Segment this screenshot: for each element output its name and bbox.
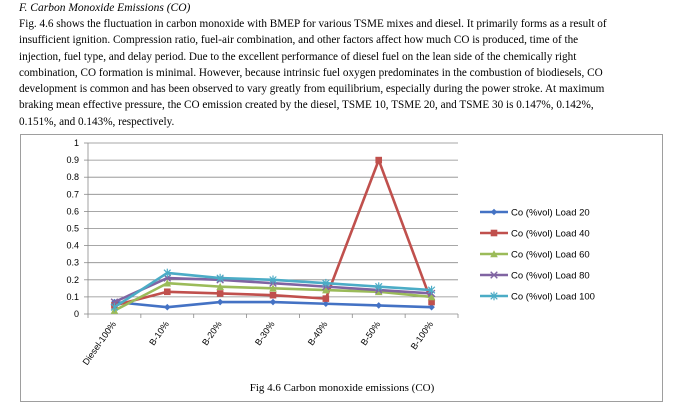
data-point <box>216 290 224 297</box>
data-point <box>163 279 172 287</box>
data-point <box>375 156 383 164</box>
series-lines <box>110 156 436 314</box>
paragraph-line: 0.151%, and 0.143%, respectively. <box>19 115 175 128</box>
y-tick-label: 0.3 <box>66 258 79 268</box>
legend-label: Co (%vol) Load 20 <box>511 208 590 219</box>
data-point <box>374 287 383 296</box>
data-point <box>163 288 171 296</box>
data-point <box>427 285 436 295</box>
series-3 <box>110 279 436 314</box>
data-point <box>163 268 172 278</box>
legend-entry: Co (%vol) Load 40 <box>480 229 590 240</box>
data-point <box>428 303 435 311</box>
chart-frame <box>20 134 663 402</box>
y-tick-label: 0.4 <box>66 241 79 251</box>
x-tick-label: B-20% <box>200 319 224 347</box>
x-tick-label: B-30% <box>253 319 277 347</box>
data-point <box>163 303 171 311</box>
legend-entry: Co (%vol) Load 60 <box>480 250 590 261</box>
y-tick-label: 0.6 <box>66 206 79 216</box>
y-tick-label: 0.2 <box>66 275 79 285</box>
series-2 <box>111 156 435 309</box>
x-tick-label: B-10% <box>147 319 171 347</box>
data-point <box>374 282 383 291</box>
paragraph-line: injection, fuel type, and delay period. … <box>19 50 577 63</box>
x-axis-ticks: Diesel-100% B-10% B-20% B-30% B-40% B-50% B-10… <box>81 319 436 367</box>
figure-caption: Fig 4.6 Carbon monoxide emissions (CO) <box>249 382 435 394</box>
data-point <box>490 250 498 258</box>
x-tick-label: Diesel-100% <box>81 319 118 367</box>
x-tick-label: B-50% <box>359 319 383 347</box>
y-tick-label: 1 <box>74 138 79 148</box>
y-tick-label: 0.7 <box>66 189 79 199</box>
paragraph-line: Fig. 4.6 shows the fluctuation in carbon… <box>19 18 607 30</box>
legend-entry: Co (%vol) Load 100 <box>480 292 595 303</box>
data-point <box>375 302 383 309</box>
data-point <box>428 298 435 306</box>
legend-label: Co (%vol) Load 80 <box>511 271 590 282</box>
data-point <box>216 282 224 290</box>
paragraph-line: development is common and has been obser… <box>19 83 605 96</box>
legend-entry: Co (%vol) Load 80 <box>480 271 590 282</box>
legend-label: Co (%vol) Load 60 <box>511 250 590 261</box>
data-point <box>490 208 498 216</box>
data-point <box>110 302 119 312</box>
paragraph-line: insufficient ignition. Compression ratio… <box>19 34 579 47</box>
y-tick-label: 0.1 <box>66 292 79 302</box>
data-point <box>216 273 224 283</box>
x-tick-label: B-100% <box>409 319 436 351</box>
paragraph-line: braking mean effective pressure, the CO … <box>19 99 594 112</box>
y-tick-label: 0 <box>74 309 79 319</box>
body-paragraph: Fig. 4.6 shows the fluctuation in carbon… <box>19 16 669 130</box>
data-point <box>322 295 330 302</box>
data-point <box>216 298 224 306</box>
y-tick-label: 0.8 <box>66 172 79 182</box>
data-point <box>490 271 498 279</box>
paragraph-line: combination, CO formation is minimal. Ho… <box>19 66 603 79</box>
data-point-stroke <box>490 271 498 279</box>
y-axis-ticks: 0 0.1 0.2 0.3 0.4 0.5 0.6 0.7 0.8 0.9 1 <box>66 138 79 319</box>
y-tick-label: 0.5 <box>66 224 79 234</box>
legend: Co (%vol) Load 20 Co (%vol) Load 40 Co (%v… <box>480 208 595 303</box>
data-point <box>322 300 330 308</box>
data-point <box>269 284 277 292</box>
data-point <box>269 291 277 299</box>
x-tick-label: B-40% <box>306 319 330 347</box>
data-point <box>490 229 498 237</box>
data-point <box>269 275 277 285</box>
y-tick-label: 0.9 <box>66 155 79 165</box>
series-5 <box>110 268 436 312</box>
data-point <box>322 286 330 294</box>
series-1 <box>111 298 435 311</box>
legend-label: Co (%vol) Load 40 <box>511 229 590 240</box>
data-point <box>269 298 277 306</box>
legend-label: Co (%vol) Load 100 <box>511 292 595 303</box>
data-point <box>490 291 498 301</box>
data-point <box>322 278 330 288</box>
data-point <box>427 293 436 301</box>
section-heading: F. Carbon Monoxide Emissions (CO) <box>19 2 191 14</box>
gridlines <box>84 142 459 318</box>
legend-entry: Co (%vol) Load 20 <box>480 208 590 219</box>
